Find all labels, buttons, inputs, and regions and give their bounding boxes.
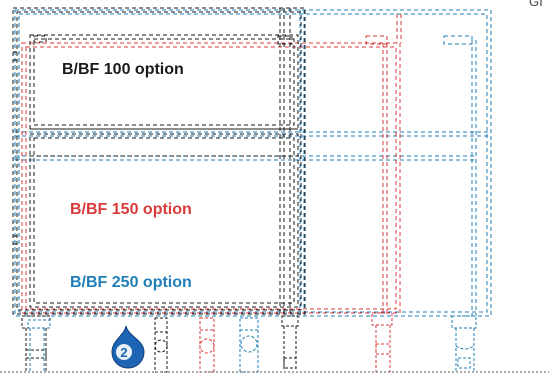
corner-text: GI: [529, 0, 543, 9]
label-option-150: B/BF 150 option: [70, 201, 192, 218]
water-drop-number-icon: 2: [111, 325, 145, 369]
outline-250-option: [14, 9, 492, 317]
leg-left-1: [21, 315, 51, 372]
label-option-250: B/BF 250 option: [70, 274, 192, 291]
leg-red-right: [371, 312, 393, 372]
leg-black-right: [281, 315, 299, 370]
outline-100-option: [12, 7, 306, 315]
pipe-connector-black: [154, 317, 168, 373]
badge-number: 2: [120, 345, 127, 360]
label-option-100: B/BF 100 option: [62, 61, 184, 78]
leg-blue-right: [451, 315, 477, 372]
leg-left-2: [27, 319, 51, 372]
pipe-connector-red: [199, 317, 215, 373]
pipe-connector-blue: [239, 317, 259, 373]
outline-150-option: [21, 14, 402, 314]
